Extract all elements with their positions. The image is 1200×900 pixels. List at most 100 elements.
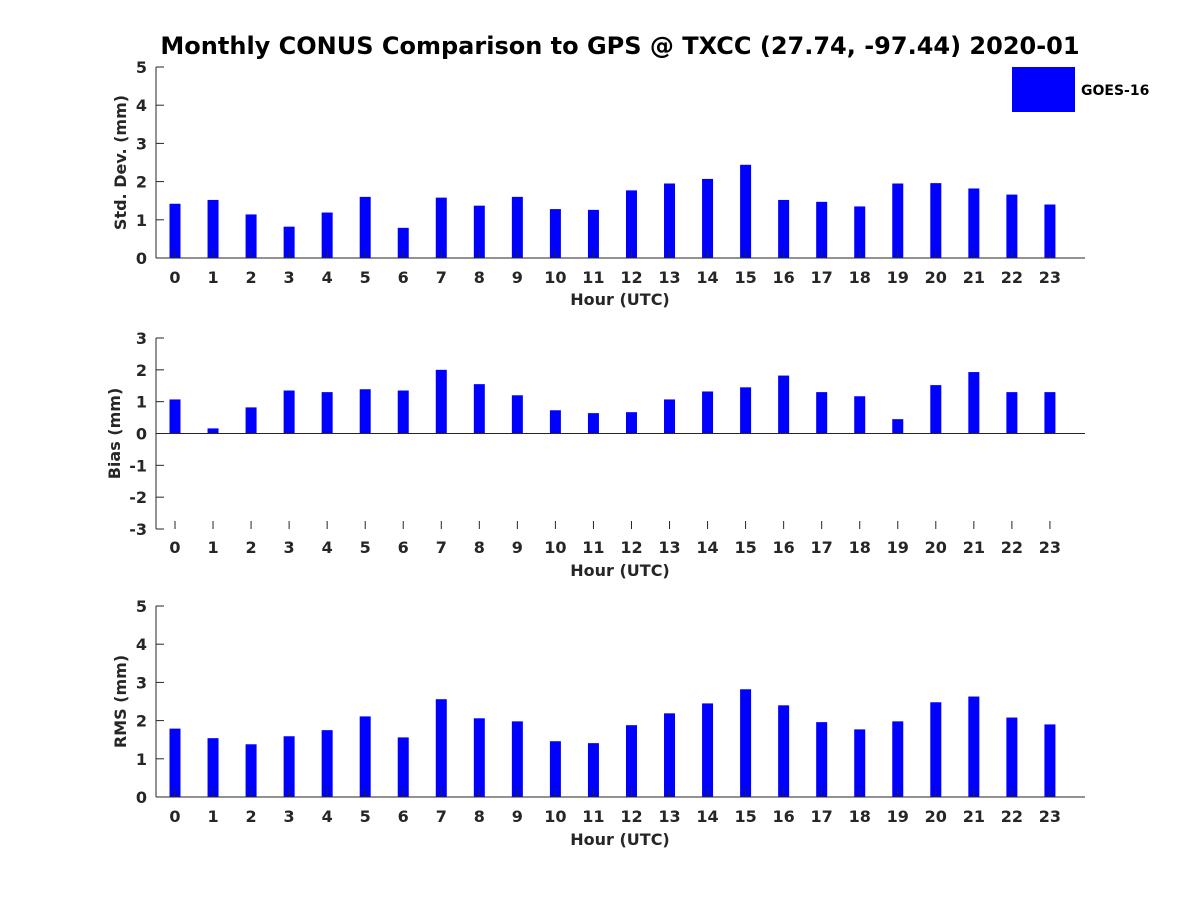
- x-tick-label: 22: [1001, 807, 1023, 826]
- bar: [892, 721, 904, 797]
- x-tick-label: 5: [360, 268, 371, 287]
- x-tick-label: 4: [322, 268, 333, 287]
- bar: [587, 413, 599, 434]
- x-tick-label: 14: [696, 538, 718, 557]
- x-tick-label: 19: [887, 538, 909, 557]
- y-axis-label: Bias (mm): [105, 388, 124, 480]
- y-tick-label: 3: [136, 329, 147, 348]
- bar: [854, 206, 866, 258]
- x-tick-label: 11: [582, 268, 604, 287]
- bar: [207, 428, 219, 434]
- x-tick-label: 3: [284, 268, 295, 287]
- bar: [473, 718, 485, 797]
- x-axis-label: Hour (UTC): [570, 561, 670, 580]
- x-tick-label: 18: [849, 538, 871, 557]
- bar: [625, 412, 637, 434]
- x-tick-label: 14: [696, 268, 718, 287]
- bar: [321, 392, 333, 434]
- x-tick-label: 11: [582, 807, 604, 826]
- x-tick-label: 20: [925, 538, 947, 557]
- x-tick-label: 9: [512, 268, 523, 287]
- x-tick-label: 5: [360, 538, 371, 557]
- x-tick-label: 7: [436, 538, 447, 557]
- legend-label: GOES-16: [1081, 83, 1149, 99]
- legend-swatch: [1012, 67, 1075, 112]
- bar: [549, 410, 561, 434]
- y-tick-label: 4: [136, 96, 147, 115]
- x-tick-label: 21: [963, 538, 985, 557]
- x-tick-label: 2: [246, 538, 257, 557]
- y-tick-label: 5: [136, 597, 147, 616]
- x-tick-label: 1: [207, 268, 218, 287]
- y-tick-label: 3: [136, 134, 147, 153]
- x-tick-label: 14: [696, 807, 718, 826]
- x-tick-label: 15: [734, 538, 756, 557]
- bar: [778, 199, 790, 258]
- x-tick-label: 13: [658, 268, 680, 287]
- bar: [740, 689, 752, 797]
- bar: [397, 227, 409, 258]
- x-tick-label: 2: [246, 807, 257, 826]
- bar: [549, 209, 561, 258]
- x-tick-label: 8: [474, 807, 485, 826]
- y-tick-label: 0: [136, 249, 147, 268]
- y-tick-label: 2: [136, 712, 147, 731]
- x-tick-label: 19: [887, 268, 909, 287]
- x-tick-label: 12: [620, 538, 642, 557]
- bar: [1006, 194, 1018, 258]
- x-tick-label: 10: [544, 268, 566, 287]
- bar: [207, 738, 219, 797]
- bar: [854, 396, 866, 434]
- x-tick-label: 8: [474, 268, 485, 287]
- x-tick-label: 17: [811, 538, 833, 557]
- x-tick-label: 9: [512, 807, 523, 826]
- x-tick-label: 7: [436, 268, 447, 287]
- bar: [283, 736, 295, 797]
- bar: [245, 214, 257, 258]
- bar: [397, 390, 409, 434]
- bar: [930, 702, 942, 797]
- bar: [1044, 392, 1056, 434]
- legend: GOES-16: [1012, 67, 1149, 112]
- bar: [816, 722, 828, 797]
- y-tick-label: 0: [136, 788, 147, 807]
- y-tick-label: 1: [136, 211, 147, 230]
- bar: [245, 407, 257, 434]
- x-tick-label: 13: [658, 538, 680, 557]
- x-tick-label: 20: [925, 268, 947, 287]
- x-tick-label: 0: [169, 807, 180, 826]
- bar: [1044, 204, 1056, 258]
- y-tick-label: -3: [129, 520, 147, 539]
- x-tick-label: 3: [284, 807, 295, 826]
- x-tick-label: 1: [207, 538, 218, 557]
- x-tick-label: 0: [169, 538, 180, 557]
- y-axis-label: Std. Dev. (mm): [111, 95, 130, 230]
- bar: [1006, 717, 1018, 797]
- bar: [321, 212, 333, 258]
- x-tick-label: 10: [544, 538, 566, 557]
- bar: [169, 203, 181, 258]
- x-tick-label: 23: [1039, 268, 1061, 287]
- bar: [169, 399, 181, 434]
- bar: [245, 744, 257, 797]
- x-tick-label: 22: [1001, 538, 1023, 557]
- bar: [435, 197, 447, 258]
- x-tick-label: 13: [658, 807, 680, 826]
- y-axis-label: RMS (mm): [111, 655, 130, 748]
- bar: [511, 721, 523, 797]
- x-tick-label: 3: [284, 538, 295, 557]
- bar: [968, 188, 980, 258]
- bar: [778, 705, 790, 797]
- bar: [702, 391, 714, 434]
- bar: [359, 196, 371, 258]
- x-tick-label: 16: [773, 268, 795, 287]
- x-axis-label: Hour (UTC): [570, 290, 670, 309]
- x-tick-label: 1: [207, 807, 218, 826]
- x-tick-label: 9: [512, 538, 523, 557]
- bar: [359, 716, 371, 797]
- bar: [892, 419, 904, 434]
